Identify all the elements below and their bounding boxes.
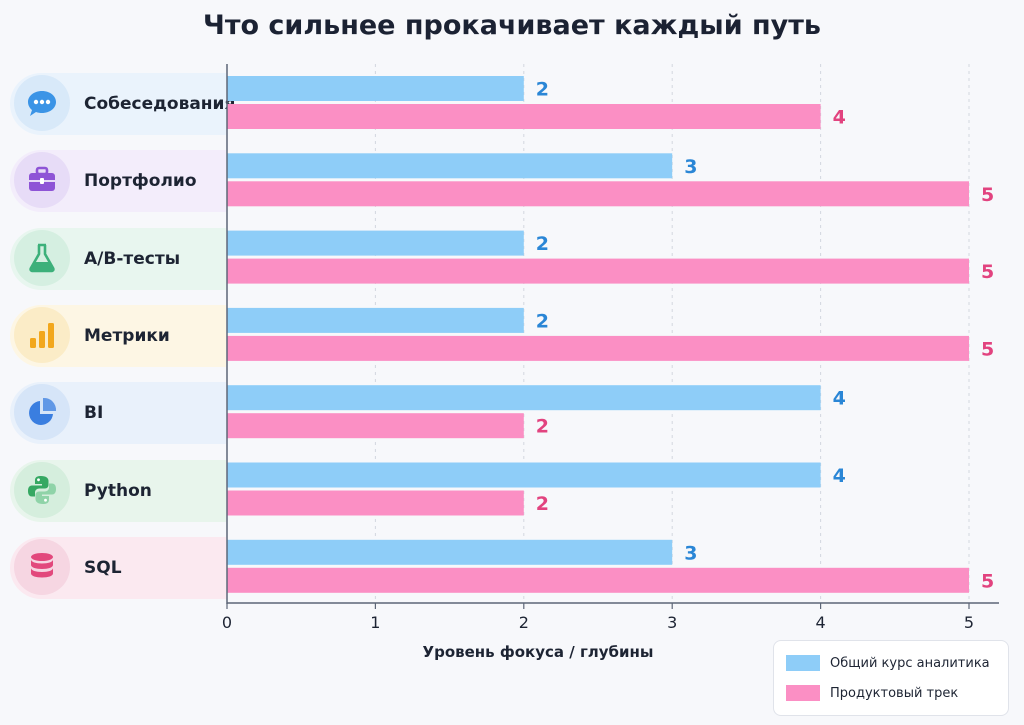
bar-general-course <box>227 385 821 411</box>
x-tick-label: 2 <box>519 613 529 632</box>
category-label: Метрики <box>84 325 170 346</box>
bar-value-label: 2 <box>536 493 549 515</box>
category-label: BI <box>84 403 104 424</box>
bar-general-course <box>227 539 673 565</box>
category-row: BI <box>10 382 226 445</box>
x-tick-label: 3 <box>667 613 677 632</box>
bar-product-track <box>227 181 969 207</box>
bar-value-label: 4 <box>833 465 846 487</box>
category-label: A/B-тесты <box>84 248 181 269</box>
bar-value-label: 2 <box>536 233 549 255</box>
bar-chart-icon <box>14 306 70 363</box>
bar-value-label: 5 <box>981 570 994 592</box>
bar-product-track <box>227 567 969 593</box>
database-icon <box>14 538 70 595</box>
legend-label: Продуктовый трек <box>830 685 959 701</box>
category-row: Собеседования <box>10 73 235 135</box>
briefcase-icon <box>14 152 70 209</box>
bar-value-label: 2 <box>536 310 549 332</box>
bar-general-course <box>227 76 524 101</box>
chart-title: Что сильнее прокачивает каждый путь <box>203 10 821 41</box>
bar-product-track <box>227 258 969 284</box>
category-row: Метрики <box>10 304 226 367</box>
pie-chart-icon <box>14 384 70 441</box>
x-tick-label: 1 <box>370 613 380 632</box>
category-row: A/B-тесты <box>10 227 226 290</box>
legend: Общий курс аналитика Продуктовый трек <box>773 640 1009 716</box>
chat-bubble-icon <box>14 75 70 131</box>
bar-value-label: 5 <box>981 184 994 206</box>
bar-value-label: 2 <box>536 79 549 101</box>
x-axis-label: Уровень фокуса / глубины <box>422 643 654 661</box>
category-label: SQL <box>84 557 122 578</box>
x-tick-label: 0 <box>222 613 232 632</box>
bar-value-label: 5 <box>981 261 994 283</box>
category-label: Портфолио <box>84 171 197 192</box>
bar-value-label: 4 <box>833 107 846 129</box>
category-label: Собеседования <box>84 94 236 114</box>
bar-value-label: 3 <box>684 542 697 564</box>
bar-general-course <box>227 153 673 179</box>
bar-value-label: 3 <box>684 156 697 178</box>
bar-product-track <box>227 335 969 361</box>
bar-value-label: 2 <box>536 416 549 438</box>
category-row: Портфолио <box>10 150 226 213</box>
legend-label: Общий курс аналитика <box>830 655 990 671</box>
bar-value-label: 5 <box>981 338 994 360</box>
category-row: Python <box>10 459 226 522</box>
legend-swatch-pink <box>786 685 820 701</box>
bar-product-track <box>227 413 524 439</box>
category-label: Python <box>84 480 152 501</box>
bar-general-course <box>227 230 524 256</box>
bar-general-course <box>227 462 821 488</box>
bar-product-track <box>227 490 524 516</box>
python-icon <box>14 461 70 518</box>
legend-swatch-blue <box>786 655 820 671</box>
bar-product-track <box>227 104 821 129</box>
x-tick-label: 4 <box>816 613 826 632</box>
legend-item-general-course: Общий курс аналитика <box>786 653 990 673</box>
legend-item-product-track: Продуктовый трек <box>786 683 958 703</box>
bar-value-label: 4 <box>833 388 846 410</box>
x-tick-label: 5 <box>964 613 974 632</box>
bar-general-course <box>227 307 524 333</box>
category-row: SQL <box>10 536 226 599</box>
flask-icon <box>14 229 70 286</box>
